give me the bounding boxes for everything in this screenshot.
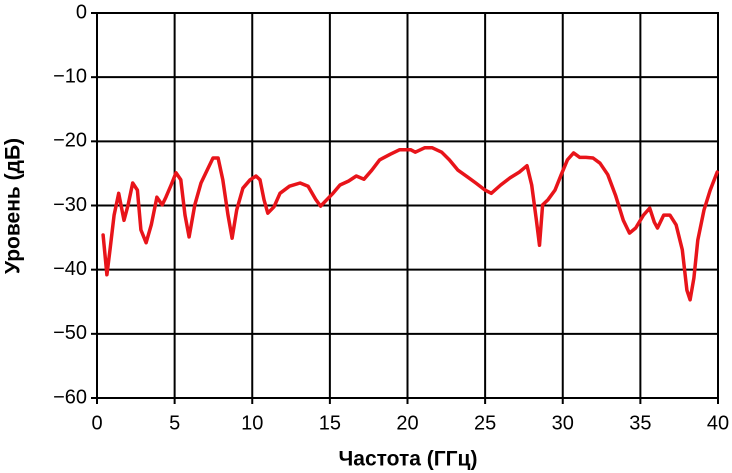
y-tick-label: −10	[53, 65, 87, 87]
x-tick-label: 0	[91, 412, 102, 434]
data-line	[101, 146, 719, 302]
x-tick-label: 30	[552, 412, 574, 434]
plot-border	[96, 12, 719, 399]
x-tick-label: 10	[241, 412, 263, 434]
y-tick-label: −30	[53, 194, 87, 216]
x-tick-label: 40	[707, 412, 729, 434]
x-tick-label: 20	[396, 412, 418, 434]
y-tick-label: −50	[53, 322, 87, 344]
y-tick-label: −40	[53, 258, 87, 280]
x-tick-label: 35	[629, 412, 651, 434]
x-tick-label: 15	[319, 412, 341, 434]
y-axis-title: Уровень (дБ)	[2, 138, 25, 274]
x-tick-label: 5	[169, 412, 180, 434]
y-tick-label: −60	[53, 386, 87, 408]
y-tick-label: −20	[53, 130, 87, 152]
x-tick-label: 25	[474, 412, 496, 434]
x-axis-title: Частота (ГГц)	[339, 448, 478, 471]
y-tick-label: 0	[76, 1, 87, 23]
